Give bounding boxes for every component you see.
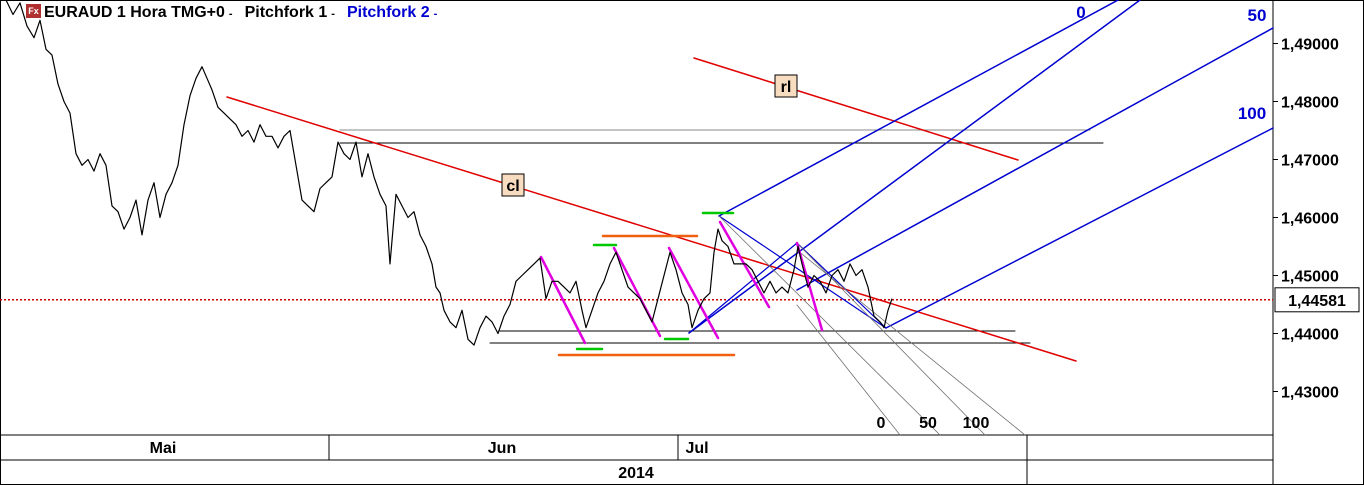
- y-tick-label: 1,45000: [1281, 269, 1339, 286]
- pitchfork-blue-line[interactable]: [796, 27, 1274, 291]
- x-month-label: Mai: [150, 440, 177, 457]
- magenta-swing-line[interactable]: [539, 255, 587, 345]
- pitchfork-blue-line[interactable]: [688, 0, 1141, 334]
- cl-trendline[interactable]: [226, 96, 1077, 362]
- last-price-box: [1274, 287, 1360, 313]
- study-pitchfork-2[interactable]: Pitchfork 2-: [346, 4, 438, 21]
- fork-level-label-grey: 0: [877, 415, 886, 432]
- y-tick-label: 1,47000: [1281, 153, 1339, 170]
- rl-label-box[interactable]: [774, 74, 798, 98]
- x-month-label: Jun: [488, 440, 516, 457]
- last-price-label: 1,44581: [1288, 293, 1346, 310]
- y-tick-label: 1,44000: [1281, 327, 1339, 344]
- cl-label: cl: [506, 178, 519, 195]
- y-tick-label: 1,49000: [1281, 37, 1339, 54]
- rl-trendline[interactable]: [693, 57, 1019, 161]
- pitchfork-grey-line[interactable]: [796, 249, 1026, 436]
- plot-area[interactable]: [0, 0, 1273, 435]
- pitchfork-blue-line[interactable]: [885, 127, 1274, 329]
- x-year-label: 2014: [618, 465, 654, 482]
- study-pitchfork-1[interactable]: Pitchfork 1-: [244, 4, 335, 21]
- fork-level-label-blue: 100: [1238, 104, 1266, 123]
- fx-icon: Fx: [26, 4, 41, 18]
- fork-level-label-grey: 50: [919, 415, 937, 432]
- magenta-swing-line[interactable]: [667, 246, 720, 340]
- y-tick-label: 1,43000: [1281, 385, 1339, 402]
- pitchfork-grey-line[interactable]: [796, 304, 901, 436]
- pitchfork-blue-line[interactable]: [796, 242, 887, 329]
- magenta-swing-line[interactable]: [795, 241, 824, 332]
- pitchfork-blue-line[interactable]: [718, 0, 1155, 217]
- fork-level-label-blue: 50: [1248, 6, 1267, 25]
- chart-header: EURAUD 1 Hora TMG+0- Pitchfork 1- Pitchf…: [26, 3, 449, 23]
- fork-level-label-grey: 100: [963, 415, 990, 432]
- symbol-dropdown-icon[interactable]: -: [228, 8, 233, 20]
- study1-dropdown-icon[interactable]: -: [331, 8, 335, 20]
- study2-dropdown-icon[interactable]: -: [433, 8, 438, 20]
- y-tick-label: 1,48000: [1281, 95, 1339, 112]
- fork-level-label-blue: 0: [1076, 3, 1085, 22]
- pitchfork-grey-line[interactable]: [718, 215, 941, 436]
- y-tick-label: 1,46000: [1281, 211, 1339, 228]
- rl-label: rl: [781, 79, 792, 96]
- price-series-line: [3, 0, 893, 346]
- cl-label-box[interactable]: [501, 173, 525, 197]
- x-month-label: Jul: [685, 440, 708, 457]
- symbol-title[interactable]: EURAUD 1 Hora TMG+0-: [44, 4, 233, 21]
- pitchfork-blue-line[interactable]: [718, 215, 887, 329]
